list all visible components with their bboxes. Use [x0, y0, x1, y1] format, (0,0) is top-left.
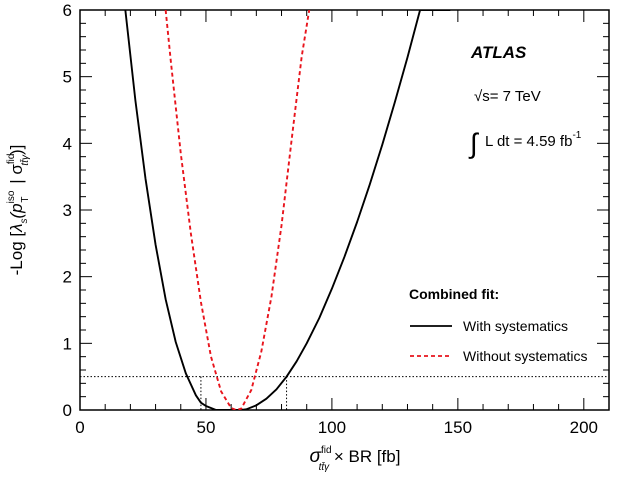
x-title-sub: tt̄γ: [319, 461, 331, 473]
y-title-sigma-sub: tt̄γ: [19, 154, 31, 166]
y-title-prefix: -Log [: [7, 232, 26, 276]
series-line-with-systematics: [124, 10, 451, 410]
y-tick-label: 3: [63, 201, 72, 220]
lumi-text: L dt = 4.59 fb: [485, 133, 572, 150]
legend: Combined fit: With systematics Without s…: [409, 286, 587, 364]
y-title-lambda-sub: s: [19, 219, 30, 224]
y-tick-label: 5: [63, 68, 72, 87]
x-tick-label: 100: [318, 418, 346, 437]
lumi-label: L dt = 4.59 fb-1: [485, 130, 582, 150]
x-title-rest: × BR [fb]: [329, 447, 400, 466]
x-title-symbol: σ: [310, 446, 323, 467]
reference-lines: [80, 376, 609, 410]
series-lines: [124, 10, 451, 410]
x-tick-label: 0: [75, 418, 84, 437]
legend-title: Combined fit:: [409, 286, 499, 302]
y-title-sep: | σ: [7, 164, 26, 189]
x-title-sup: fid: [321, 445, 332, 456]
series-line-without-systematics: [164, 10, 311, 410]
y-tick-label: 4: [63, 134, 72, 153]
x-tick-label: 50: [196, 418, 215, 437]
energy-label: √s= 7 TeV: [474, 88, 541, 105]
y-tick-label: 0: [63, 401, 72, 420]
y-title-sigma-sup: fid: [6, 154, 17, 165]
y-title-lambda: λ: [7, 224, 26, 233]
x-tick-label: 200: [570, 418, 598, 437]
axis-ticks: 0 50 100 150 200 0 1 2 3 4 5 6: [63, 1, 610, 437]
y-tick-label: 2: [63, 268, 72, 287]
y-tick-label: 1: [63, 334, 72, 353]
lumi-sup: -1: [572, 130, 581, 141]
x-tick-label: 150: [444, 418, 472, 437]
y-axis-title: -Log [λs(piso T | σfid tt̄γ)]: [6, 145, 31, 276]
y-tick-label: 6: [63, 1, 72, 20]
y-title-suffix: )]: [7, 145, 26, 155]
integral-sign: ∫: [468, 128, 480, 159]
atlas-label: ATLAS: [470, 43, 527, 62]
y-title-p-sup: iso: [6, 190, 17, 203]
legend-entry-with-systematics: With systematics: [463, 318, 568, 334]
legend-entry-without-systematics: Without systematics: [463, 348, 587, 364]
y-title-p-sub: T: [20, 196, 31, 202]
x-axis-title: σfid tt̄γ × BR [fb]: [310, 445, 401, 473]
y-title-p: (p: [7, 203, 26, 218]
